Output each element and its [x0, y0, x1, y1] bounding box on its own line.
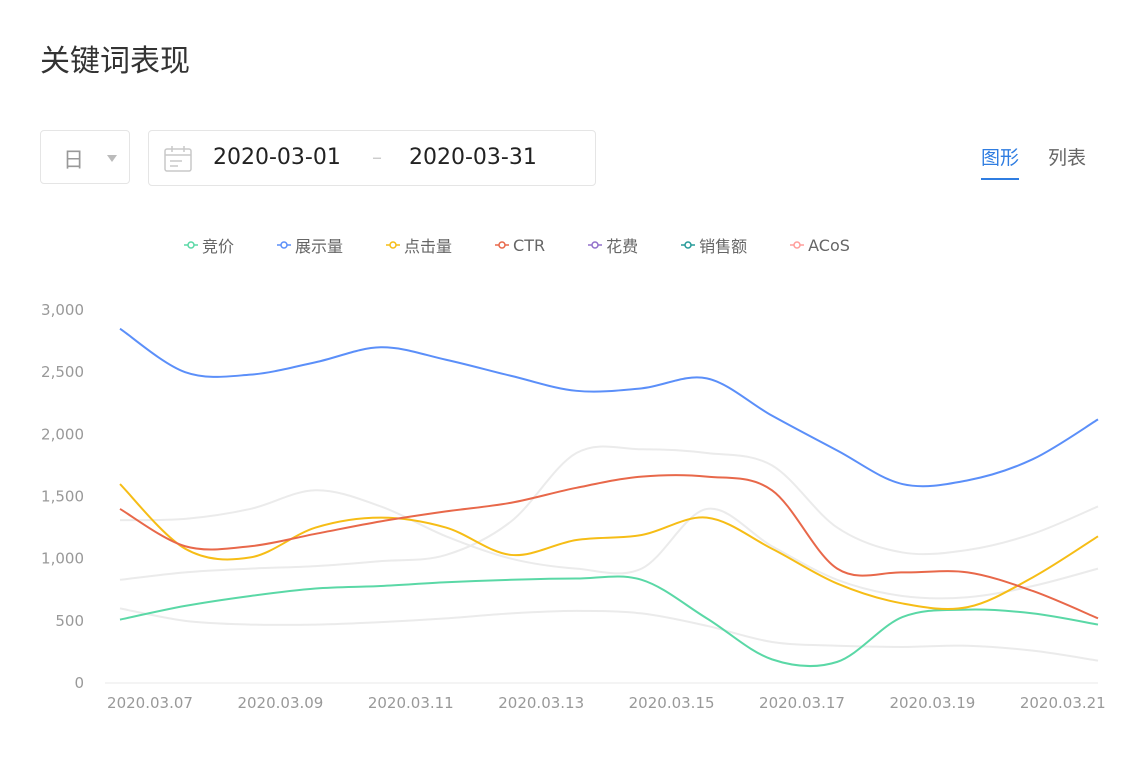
legend-item[interactable]: CTR — [495, 233, 545, 257]
tab-list[interactable]: 列表 — [1048, 147, 1087, 169]
legend-item[interactable]: 销售额 — [681, 233, 747, 257]
series-line — [119, 483, 1099, 610]
legend-icon — [588, 241, 603, 249]
period-select[interactable]: 日 — [40, 130, 130, 184]
legend-icon — [184, 241, 198, 249]
legend-icon — [681, 241, 696, 249]
legend-label: 竞价 — [202, 237, 235, 256]
tab-chart[interactable]: 图形 — [981, 143, 1020, 180]
x-tick-label: 2020.03.21 — [1020, 694, 1106, 712]
legend-icon — [386, 241, 401, 249]
date-start: 2020-03-01 — [213, 145, 341, 170]
y-tick-label: 0 — [74, 674, 84, 692]
x-tick-label: 2020.03.19 — [889, 694, 975, 712]
y-tick-label: 3,000 — [41, 301, 84, 319]
date-range-picker[interactable]: 2020-03-01 – 2020-03-31 — [148, 130, 596, 186]
legend-item[interactable]: 竞价 — [184, 233, 234, 257]
x-tick-label: 2020.03.07 — [107, 694, 193, 712]
y-tick-label: 2,000 — [41, 425, 84, 443]
y-tick-label: 1,500 — [41, 488, 84, 506]
series-line — [119, 327, 1099, 488]
x-tick-label: 2020.03.11 — [368, 694, 454, 712]
x-tick-label: 2020.03.09 — [237, 694, 323, 712]
legend-item[interactable]: ACoS — [790, 233, 850, 257]
caret-icon — [107, 155, 117, 162]
series-line — [119, 445, 1099, 581]
y-tick-label: 1,000 — [41, 550, 84, 568]
legend-label: 销售额 — [699, 237, 748, 256]
x-tick-label: 2020.03.15 — [629, 694, 715, 712]
legend-label: CTR — [513, 235, 546, 255]
legend-label: 花费 — [606, 237, 639, 256]
legend-icon — [277, 241, 292, 249]
x-tick-label: 2020.03.17 — [759, 694, 845, 712]
calendar-icon — [164, 146, 192, 172]
legend: 竞价 展示量 点击量 CTR 花费 销售额 ACoS — [184, 233, 893, 257]
legend-label: 展示量 — [295, 237, 344, 256]
date-end: 2020-03-31 — [409, 145, 537, 170]
y-tick-label: 2,500 — [41, 363, 84, 381]
date-separator: – — [372, 145, 382, 169]
period-value: 日 — [63, 148, 84, 172]
legend-icon — [790, 241, 805, 249]
legend-label: 点击量 — [404, 237, 453, 256]
legend-item[interactable]: 点击量 — [386, 233, 452, 257]
chart: 0 500 1,000 1,500 2,000 2,500 3,000 2020.03.07 2… — [41, 301, 1106, 712]
legend-item[interactable]: 展示量 — [277, 233, 343, 257]
page-title: 关键词表现 — [40, 44, 190, 79]
legend-item[interactable]: 花费 — [588, 233, 638, 257]
series-line — [119, 575, 1099, 668]
y-tick-label: 500 — [55, 612, 84, 630]
legend-label: ACoS — [808, 235, 850, 255]
series-line — [119, 489, 1099, 600]
x-tick-label: 2020.03.13 — [498, 694, 584, 712]
series-line — [119, 607, 1099, 662]
legend-icon — [495, 241, 510, 249]
series-line — [119, 474, 1099, 620]
